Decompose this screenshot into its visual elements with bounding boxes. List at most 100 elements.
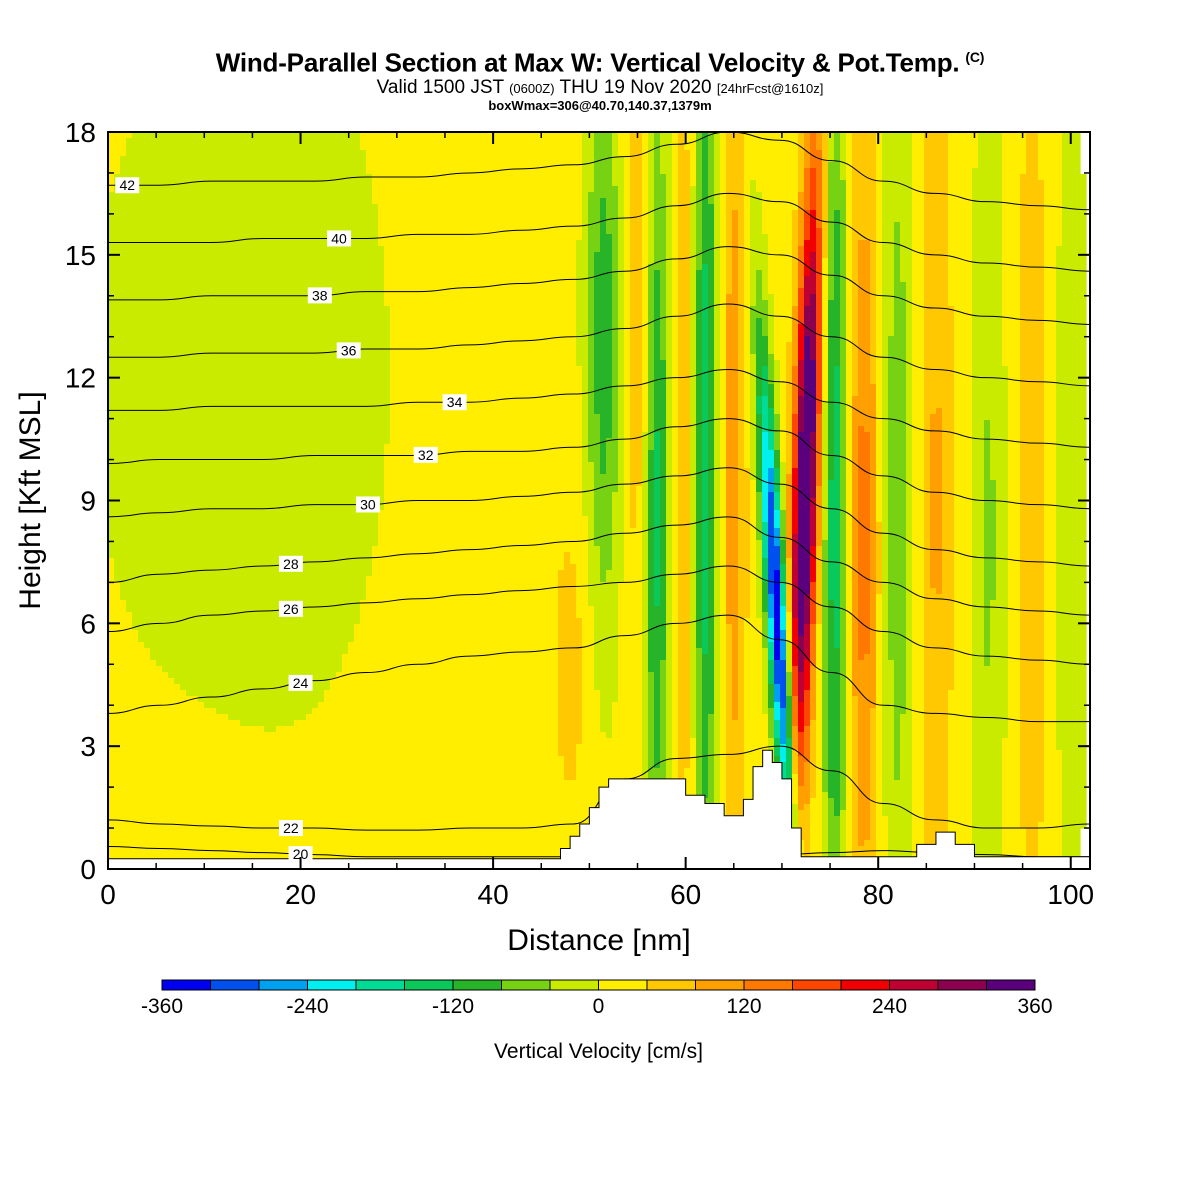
velocity-cell <box>846 180 853 187</box>
velocity-cell <box>726 432 739 439</box>
velocity-cell <box>762 582 769 589</box>
velocity-cell <box>720 276 727 283</box>
velocity-cell <box>930 534 943 541</box>
velocity-cell <box>912 138 925 145</box>
velocity-cell <box>750 522 757 529</box>
velocity-cell <box>774 366 781 373</box>
velocity-cell <box>648 636 667 643</box>
velocity-cell <box>810 258 817 265</box>
velocity-cell <box>780 546 787 553</box>
velocity-cell <box>744 150 799 157</box>
velocity-cell <box>588 348 595 355</box>
velocity-cell <box>954 624 973 631</box>
velocity-cell <box>618 276 625 283</box>
velocity-cell <box>720 414 727 421</box>
velocity-cell <box>876 192 883 199</box>
velocity-cell <box>654 468 661 475</box>
velocity-cell <box>714 552 721 559</box>
velocity-cell <box>756 534 763 541</box>
velocity-cell <box>930 540 943 547</box>
velocity-cell <box>942 546 955 553</box>
velocity-cell <box>834 636 841 643</box>
velocity-cell <box>390 438 583 445</box>
velocity-cell <box>882 198 913 205</box>
velocity-cell <box>972 330 1003 337</box>
velocity-cell <box>762 510 769 517</box>
velocity-cell <box>756 450 763 457</box>
velocity-cell <box>1020 474 1045 481</box>
velocity-cell <box>696 372 703 379</box>
velocity-cell <box>852 246 859 253</box>
velocity-cell <box>882 312 895 319</box>
velocity-cell <box>870 510 877 517</box>
velocity-cell <box>924 330 955 337</box>
velocity-cell <box>738 600 751 607</box>
velocity-cell <box>678 144 685 151</box>
velocity-cell <box>702 396 709 403</box>
velocity-cell <box>642 300 649 307</box>
velocity-cell <box>648 546 655 553</box>
velocity-cell <box>762 462 775 469</box>
velocity-cell <box>810 354 817 361</box>
velocity-cell <box>780 558 787 565</box>
velocity-cell <box>678 498 691 505</box>
velocity-cell <box>162 666 343 673</box>
velocity-cell <box>1044 258 1057 265</box>
velocity-cell <box>672 624 679 631</box>
velocity-cell <box>720 576 727 583</box>
velocity-cell <box>1044 384 1057 391</box>
velocity-cell <box>786 678 793 685</box>
velocity-cell <box>624 354 631 361</box>
velocity-cell <box>582 138 595 145</box>
velocity-cell <box>606 456 619 463</box>
velocity-cell <box>1020 528 1045 535</box>
velocity-cell <box>660 516 667 523</box>
velocity-cell <box>786 444 793 451</box>
velocity-cell <box>840 150 847 157</box>
velocity-cell <box>720 216 727 223</box>
velocity-cell <box>678 156 691 163</box>
velocity-cell <box>780 462 787 469</box>
velocity-cell <box>720 426 727 433</box>
velocity-cell <box>978 132 1003 139</box>
velocity-cell <box>600 204 607 211</box>
velocity-cell <box>852 354 859 361</box>
velocity-cell <box>888 456 907 463</box>
velocity-cell <box>108 234 379 241</box>
velocity-cell <box>750 360 757 367</box>
velocity-cell <box>786 408 793 415</box>
velocity-cell <box>846 606 853 613</box>
velocity-cell <box>876 546 883 553</box>
velocity-cell <box>678 390 691 397</box>
velocity-cell <box>138 636 355 643</box>
velocity-cell <box>1026 168 1039 175</box>
velocity-cell <box>846 186 853 193</box>
velocity-cell <box>780 486 787 493</box>
velocity-cell <box>612 558 625 565</box>
velocity-cell <box>870 600 877 607</box>
velocity-cell <box>1020 252 1045 259</box>
velocity-cell <box>888 588 907 595</box>
velocity-cell <box>1008 672 1021 679</box>
velocity-cell <box>924 414 931 421</box>
velocity-cell <box>624 456 631 463</box>
velocity-cell <box>150 654 343 661</box>
velocity-cell <box>702 594 709 601</box>
velocity-cell <box>624 390 631 397</box>
velocity-cell <box>720 144 727 151</box>
velocity-cell <box>828 312 841 319</box>
velocity-cell <box>1008 486 1021 493</box>
velocity-cell <box>1026 156 1039 163</box>
velocity-cell <box>660 462 667 469</box>
velocity-cell <box>882 192 913 199</box>
velocity-cell <box>810 144 817 151</box>
velocity-cell <box>888 570 907 577</box>
velocity-cell <box>612 144 619 151</box>
velocity-cell <box>1044 570 1057 577</box>
velocity-cell <box>744 696 763 703</box>
velocity-cell <box>672 210 679 217</box>
velocity-cell <box>816 168 823 175</box>
velocity-cell <box>924 318 955 325</box>
velocity-cell <box>714 612 721 619</box>
velocity-cell <box>750 606 757 613</box>
